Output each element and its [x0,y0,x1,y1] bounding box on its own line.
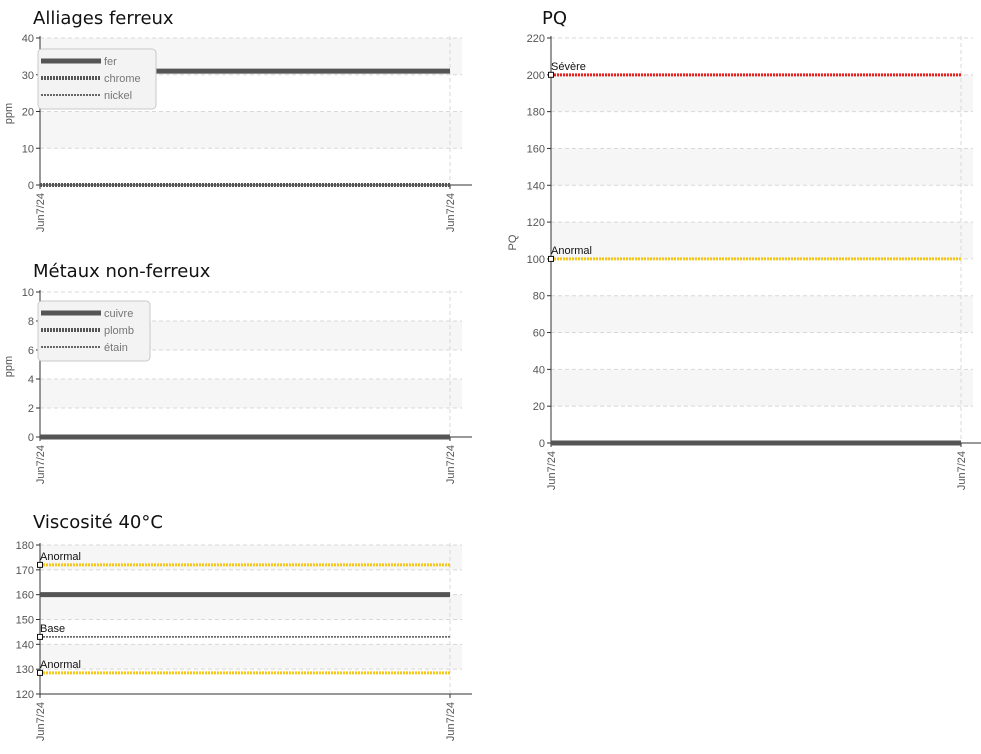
plot-area: 0 2 4 6 8 10 ppm Jun7/24 Jun7/24 cuivre plomb étain [3,287,472,484]
y-tick-label: 180 [527,107,545,119]
y-tick-label: 8 [28,316,34,328]
chart-title: Alliages ferreux [33,8,174,29]
y-tick-label: 150 [16,615,34,627]
legend-label: étain [104,342,128,354]
legend: fer chrome nickel [37,48,157,110]
x-tick-label: Jun7/24 [445,193,457,232]
y-tick-label: 10 [22,287,34,299]
y-tick-label: 80 [533,291,545,303]
x-tick-label: Jun7/24 [445,445,457,484]
chart-title: PQ [542,8,568,29]
chart-metaux-non-ferreux: Métaux non-ferreux 0 2 4 6 8 10 ppm Jun7/24 Jun7… [0,255,480,505]
grid-band [551,369,973,407]
y-tick-label: 40 [22,33,34,45]
y-tick-label: 130 [16,664,34,676]
chart-viscosite-40c: Viscosité 40°C 120 130 140 150 160 170 180 Jun7… [0,508,480,754]
plot-area: 120 130 140 150 160 170 180 Jun7/24 Jun7/24 Anorm… [16,540,472,741]
y-tick-label: 40 [533,364,545,376]
legend-label: cuivre [104,308,133,320]
reference-marker [37,633,43,640]
y-tick-label: 160 [527,143,545,155]
y-axis-title: ppm [3,103,15,124]
y-tick-label: 20 [533,401,545,413]
reference-label: Anormal [551,245,592,257]
reference-marker [37,561,43,568]
x-tick-label: Jun7/24 [445,702,457,741]
grid-band [40,379,462,408]
y-axis-title: PQ [507,234,519,250]
y-tick-label: 60 [533,328,545,340]
y-tick-label: 2 [28,403,34,415]
reference-marker [548,71,554,78]
reference-marker [37,669,43,676]
legend-label: nickel [104,90,132,102]
chart-pq: PQ 0 20 40 60 80 100 120 140 160 180 200 220 PQ Jun7/… [490,0,981,520]
legend-label: fer [104,56,117,68]
y-tick-label: 100 [527,254,545,266]
y-tick-label: 0 [28,432,34,444]
reference-label: Sévère [551,61,586,73]
grid-band [551,295,973,333]
y-tick-label: 4 [28,374,34,386]
y-tick-label: 120 [16,689,34,701]
grid-band [551,148,973,186]
reference-label: Base [40,623,65,635]
y-tick-label: 170 [16,565,34,577]
y-tick-label: 140 [527,180,545,192]
legend-label: chrome [104,73,141,85]
reference-marker [548,255,554,262]
y-tick-label: 200 [527,70,545,82]
grid-band [40,644,462,670]
grid-band [551,222,973,259]
y-tick-label: 180 [16,540,34,552]
y-tick-label: 6 [28,345,34,357]
y-tick-label: 140 [16,639,34,651]
grid-band [551,74,973,112]
y-tick-label: 220 [527,33,545,45]
legend: cuivre plomb étain [37,300,151,362]
reference-label: Anormal [40,551,81,563]
x-tick-label: Jun7/24 [35,445,47,484]
x-tick-label: Jun7/24 [546,451,558,490]
reference-label: Anormal [40,659,81,671]
x-tick-label: Jun7/24 [35,702,47,741]
plot-area: 0 20 40 60 80 100 120 140 160 180 200 220 PQ Jun7/24 J… [507,33,981,490]
y-tick-label: 120 [527,217,545,229]
chart-title: Viscosité 40°C [33,512,163,533]
y-tick-label: 10 [22,143,34,155]
y-tick-label: 160 [16,590,34,602]
chart-alliages-ferreux: Alliages ferreux 0 10 20 30 40 ppm Jun7/24 Jun7… [0,0,480,250]
y-tick-label: 30 [22,70,34,82]
chart-title: Métaux non-ferreux [33,261,211,282]
legend-label: plomb [104,325,134,337]
y-tick-label: 0 [28,180,34,192]
y-axis-title: ppm [3,356,15,377]
x-tick-label: Jun7/24 [35,193,47,232]
x-tick-label: Jun7/24 [956,451,968,490]
grid-band [40,594,462,620]
plot-area: 0 10 20 30 40 ppm Jun7/24 Jun7/24 fer chrome nicke… [3,33,472,232]
y-tick-label: 0 [539,438,545,450]
grid-band [40,111,462,149]
y-tick-label: 20 [22,107,34,119]
